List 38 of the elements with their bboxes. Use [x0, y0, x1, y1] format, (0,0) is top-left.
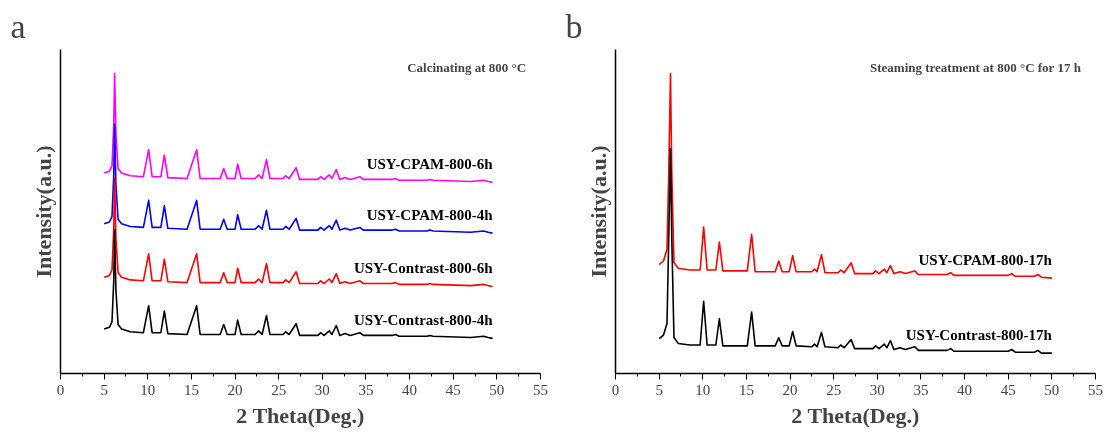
series-label: USY-Contrast-800-17h	[905, 326, 1053, 343]
x-tick-label: 0	[56, 381, 65, 398]
x-tick-label: 25	[271, 381, 287, 398]
chart-title: Calcinating at 800 °C	[407, 60, 527, 75]
series-label: USY-Contrast-800-6h	[353, 260, 494, 276]
x-tick-label: 50	[489, 381, 505, 398]
x-tick-label: 55	[533, 381, 548, 398]
x-tick-label: 10	[140, 381, 156, 398]
x-tick-label: 0	[611, 381, 620, 398]
chart-title: Steaming treatment at 800 °C for 17 h	[869, 60, 1082, 75]
text: a	[10, 7, 26, 45]
x-tick-label: 45	[1000, 381, 1016, 398]
y-axis-title: Intensity(a.u.)	[30, 145, 56, 278]
x-tick-label: 5	[655, 381, 663, 398]
x-tick-label: 20	[782, 381, 798, 398]
x-tick-label: 25	[826, 381, 842, 398]
series-label: USY-CPAM-800-6h	[366, 155, 494, 172]
x-tick-label: 35	[913, 381, 929, 398]
series-label: USY-CPAM-800-17h	[918, 251, 1053, 268]
series-label: USY-Contrast-800-4h	[353, 311, 494, 328]
y-axis-title: Intensity(a.u.)	[585, 145, 611, 278]
x-tick-label: 10	[695, 381, 711, 398]
x-tick-label: 5	[100, 381, 108, 398]
x-tick-label: 55	[1088, 381, 1103, 398]
series-label: USY-CPAM-800-4h	[366, 206, 494, 223]
x-tick-label: 30	[314, 381, 330, 398]
x-axis-title: 2 Theta(Deg.)	[791, 402, 920, 428]
x-axis-title: 2 Theta(Deg.)	[236, 402, 365, 428]
x-tick-label: 15	[738, 381, 754, 398]
x-tick-label: 35	[358, 381, 374, 398]
x-tick-label: 40	[957, 381, 973, 398]
text: b	[565, 7, 583, 45]
x-tick-label: 40	[402, 381, 418, 398]
x-tick-label: 45	[445, 381, 461, 398]
x-tick-label: 15	[183, 381, 199, 398]
x-tick-label: 50	[1044, 381, 1060, 398]
x-tick-label: 30	[869, 381, 885, 398]
x-tick-label: 20	[227, 381, 243, 398]
